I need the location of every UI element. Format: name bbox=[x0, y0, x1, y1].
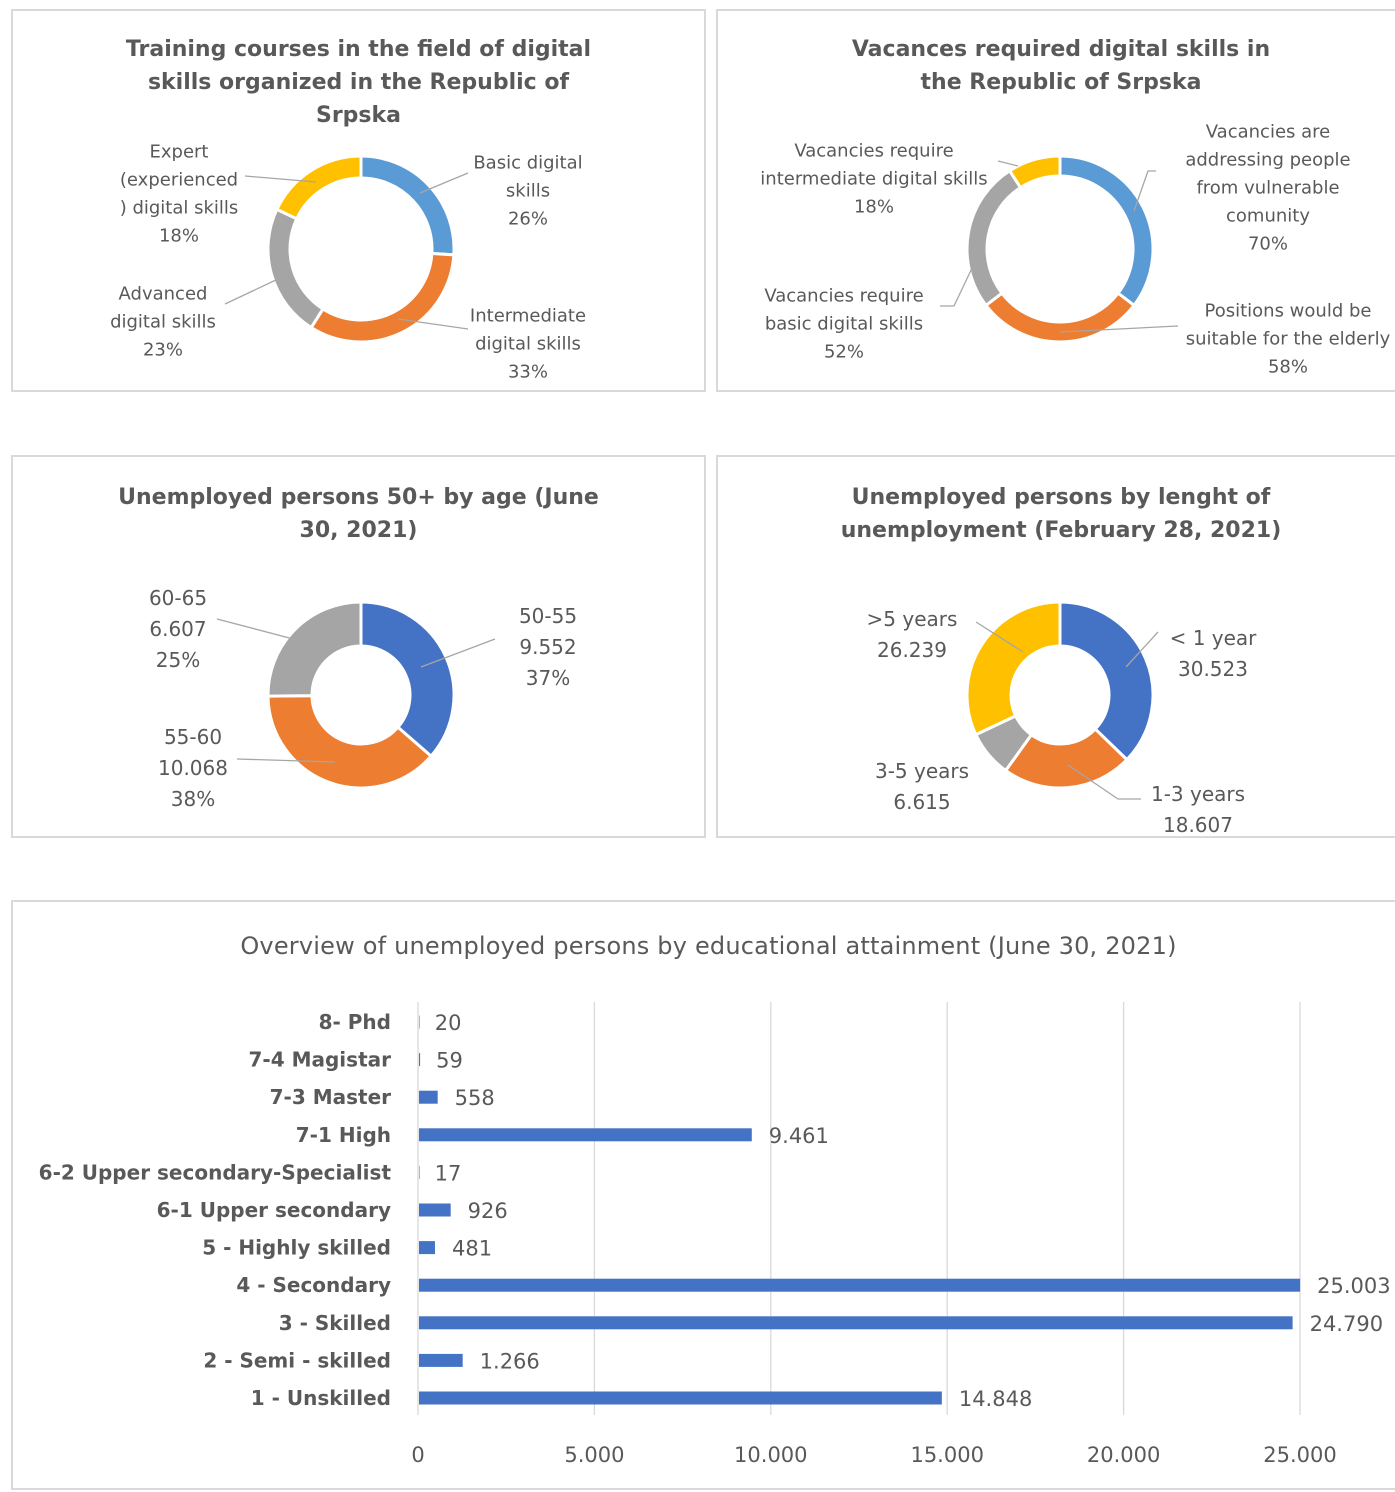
slice-data-label: >5 years 26.239 bbox=[867, 607, 958, 662]
donut-chart-unemployed-by-age: 50-55 9.552 37% 55-60 10.068 38% 60-65 6.607 25% bbox=[149, 586, 577, 811]
x-tick-label: 15.000 bbox=[910, 1443, 983, 1467]
category-label: 4 - Secondary bbox=[236, 1273, 391, 1297]
bar-value-label: 926 bbox=[468, 1199, 508, 1223]
bar bbox=[419, 1053, 421, 1067]
category-label: 5 - Highly skilled bbox=[202, 1236, 391, 1260]
bar-value-label: 24.790 bbox=[1310, 1312, 1383, 1336]
leader-line bbox=[1067, 764, 1141, 800]
bar-chart-educational-attainment: 0 5.000 10.000 15.000 20.000 25.000 8- Phd 20 7-… bbox=[39, 1002, 1391, 1467]
leader-line bbox=[419, 172, 469, 194]
slice-data-label: 60-65 6.607 25% bbox=[149, 586, 207, 672]
leader-line bbox=[420, 638, 496, 668]
chart-title: Unemployed persons by lenght of unemploy… bbox=[840, 485, 1282, 543]
chart-panel-unemployment-length: Unemployed persons by lenght of unemploy… bbox=[716, 455, 1395, 838]
slice-data-label: Expert (experienced) digital skills 18% bbox=[120, 141, 239, 246]
slice-data-label: Basic digital skills 26% bbox=[473, 152, 582, 229]
bar-value-label: 481 bbox=[452, 1237, 492, 1261]
donut-chart-training-courses: Basic digital skills 26% Intermediate digita… bbox=[110, 141, 586, 382]
bar-value-label: 14.848 bbox=[959, 1387, 1032, 1411]
leader-line bbox=[397, 318, 469, 330]
chart-panel-vacancies: Vacances required digital skills in the … bbox=[716, 9, 1395, 392]
bar bbox=[419, 1128, 752, 1142]
category-label: 7-3 Master bbox=[270, 1085, 392, 1109]
bar-value-label: 17 bbox=[435, 1161, 462, 1185]
slice-data-label: 50-55 9.552 37% bbox=[519, 604, 577, 690]
bar bbox=[419, 1015, 420, 1029]
category-label: 8- Phd bbox=[319, 1010, 391, 1034]
x-tick-label: 25.000 bbox=[1263, 1443, 1336, 1467]
donut-slice bbox=[266, 600, 363, 698]
bar-value-label: 25.003 bbox=[1317, 1274, 1390, 1298]
slice-data-label: Vacancies are addressing people from vulne… bbox=[1185, 121, 1350, 254]
slice-data-label: 1-3 years 18.607 bbox=[1151, 782, 1245, 837]
slice-data-label: 55-60 10.068 38% bbox=[158, 725, 228, 811]
bar-value-label: 9.461 bbox=[769, 1124, 829, 1148]
x-tick-label: 5.000 bbox=[564, 1443, 624, 1467]
x-tick-label: 20.000 bbox=[1087, 1443, 1160, 1467]
donut-slice bbox=[1007, 154, 1062, 190]
slice-data-label: Positions would be suitable for the elder… bbox=[1186, 300, 1391, 377]
leader-line bbox=[236, 758, 336, 763]
donut-slice bbox=[965, 600, 1062, 737]
bar-value-label: 1.266 bbox=[480, 1349, 540, 1373]
slice-data-label: 3-5 years 6.615 bbox=[875, 759, 969, 814]
leader-line bbox=[1059, 325, 1179, 333]
category-label: 6-1 Upper secondary bbox=[157, 1198, 391, 1222]
donut-slice bbox=[359, 600, 456, 759]
bar bbox=[419, 1391, 942, 1405]
bar bbox=[419, 1241, 435, 1255]
slice-data-label: Vacancies require basic digital skills 52% bbox=[764, 285, 923, 362]
bar-value-label: 20 bbox=[435, 1011, 462, 1035]
bar bbox=[419, 1278, 1301, 1292]
leader-line bbox=[997, 160, 1019, 167]
category-label: 7-1 High bbox=[296, 1123, 391, 1147]
donut-chart-vacancies: Vacancies are addressing people from vulne… bbox=[760, 121, 1391, 377]
bar bbox=[419, 1316, 1293, 1330]
leader-line bbox=[1133, 170, 1156, 212]
bar bbox=[419, 1090, 438, 1104]
chart-title: Training courses in the field of digital… bbox=[125, 37, 592, 128]
bar bbox=[419, 1203, 451, 1217]
donut-slice bbox=[266, 694, 434, 790]
donut-slice bbox=[1058, 600, 1155, 762]
chart-title: Vacances required digital skills in the … bbox=[851, 37, 1271, 95]
bar bbox=[419, 1165, 420, 1179]
category-label: 2 - Semi - skilled bbox=[203, 1348, 391, 1372]
x-tick-label: 0 bbox=[411, 1443, 424, 1467]
category-label: 7-4 Magistar bbox=[249, 1048, 392, 1072]
donut-slice bbox=[1058, 154, 1155, 308]
donut-chart-unemployment-length: < 1 year 30.523 1-3 years 18.607 3-5 years 6.… bbox=[867, 600, 1258, 837]
donut-slice bbox=[1003, 726, 1129, 790]
bar-value-label: 558 bbox=[455, 1086, 495, 1110]
slice-data-label: < 1 year 30.523 bbox=[1170, 626, 1258, 681]
category-label: 1 - Unskilled bbox=[251, 1386, 391, 1410]
slice-data-label: Intermediate digital skills 33% bbox=[470, 305, 586, 382]
leader-line bbox=[1125, 631, 1159, 668]
donut-slice bbox=[965, 168, 1023, 308]
chart-panel-training-courses: Training courses in the field of digital… bbox=[11, 9, 706, 392]
leader-line bbox=[244, 175, 317, 183]
donut-slice bbox=[359, 154, 456, 257]
donut-slice bbox=[266, 207, 326, 330]
chart-panel-unemployed-by-age: Unemployed persons 50+ by age (June 30, … bbox=[11, 455, 706, 838]
donut-slice bbox=[274, 154, 363, 221]
slice-data-label: Advanced digital skills 23% bbox=[110, 283, 216, 360]
chart-panel-educational-attainment: Overview of unemployed persons by educat… bbox=[11, 900, 1395, 1490]
leader-line bbox=[224, 278, 279, 305]
x-tick-label: 10.000 bbox=[734, 1443, 807, 1467]
slice-data-label: Vacancies require intermediate digital sk… bbox=[760, 140, 987, 217]
chart-title: Overview of unemployed persons by educat… bbox=[240, 932, 1177, 960]
donut-slice bbox=[983, 291, 1137, 344]
leader-line bbox=[940, 265, 974, 307]
donut-slice bbox=[309, 251, 456, 344]
category-label: 3 - Skilled bbox=[279, 1311, 391, 1335]
category-label: 6-2 Upper secondary-Specialist bbox=[39, 1160, 392, 1184]
bar bbox=[419, 1353, 463, 1367]
leader-line bbox=[975, 621, 1024, 653]
bar-value-label: 59 bbox=[436, 1049, 463, 1073]
leader-line bbox=[216, 618, 317, 646]
chart-title: Unemployed persons 50+ by age (June 30, … bbox=[118, 485, 599, 543]
